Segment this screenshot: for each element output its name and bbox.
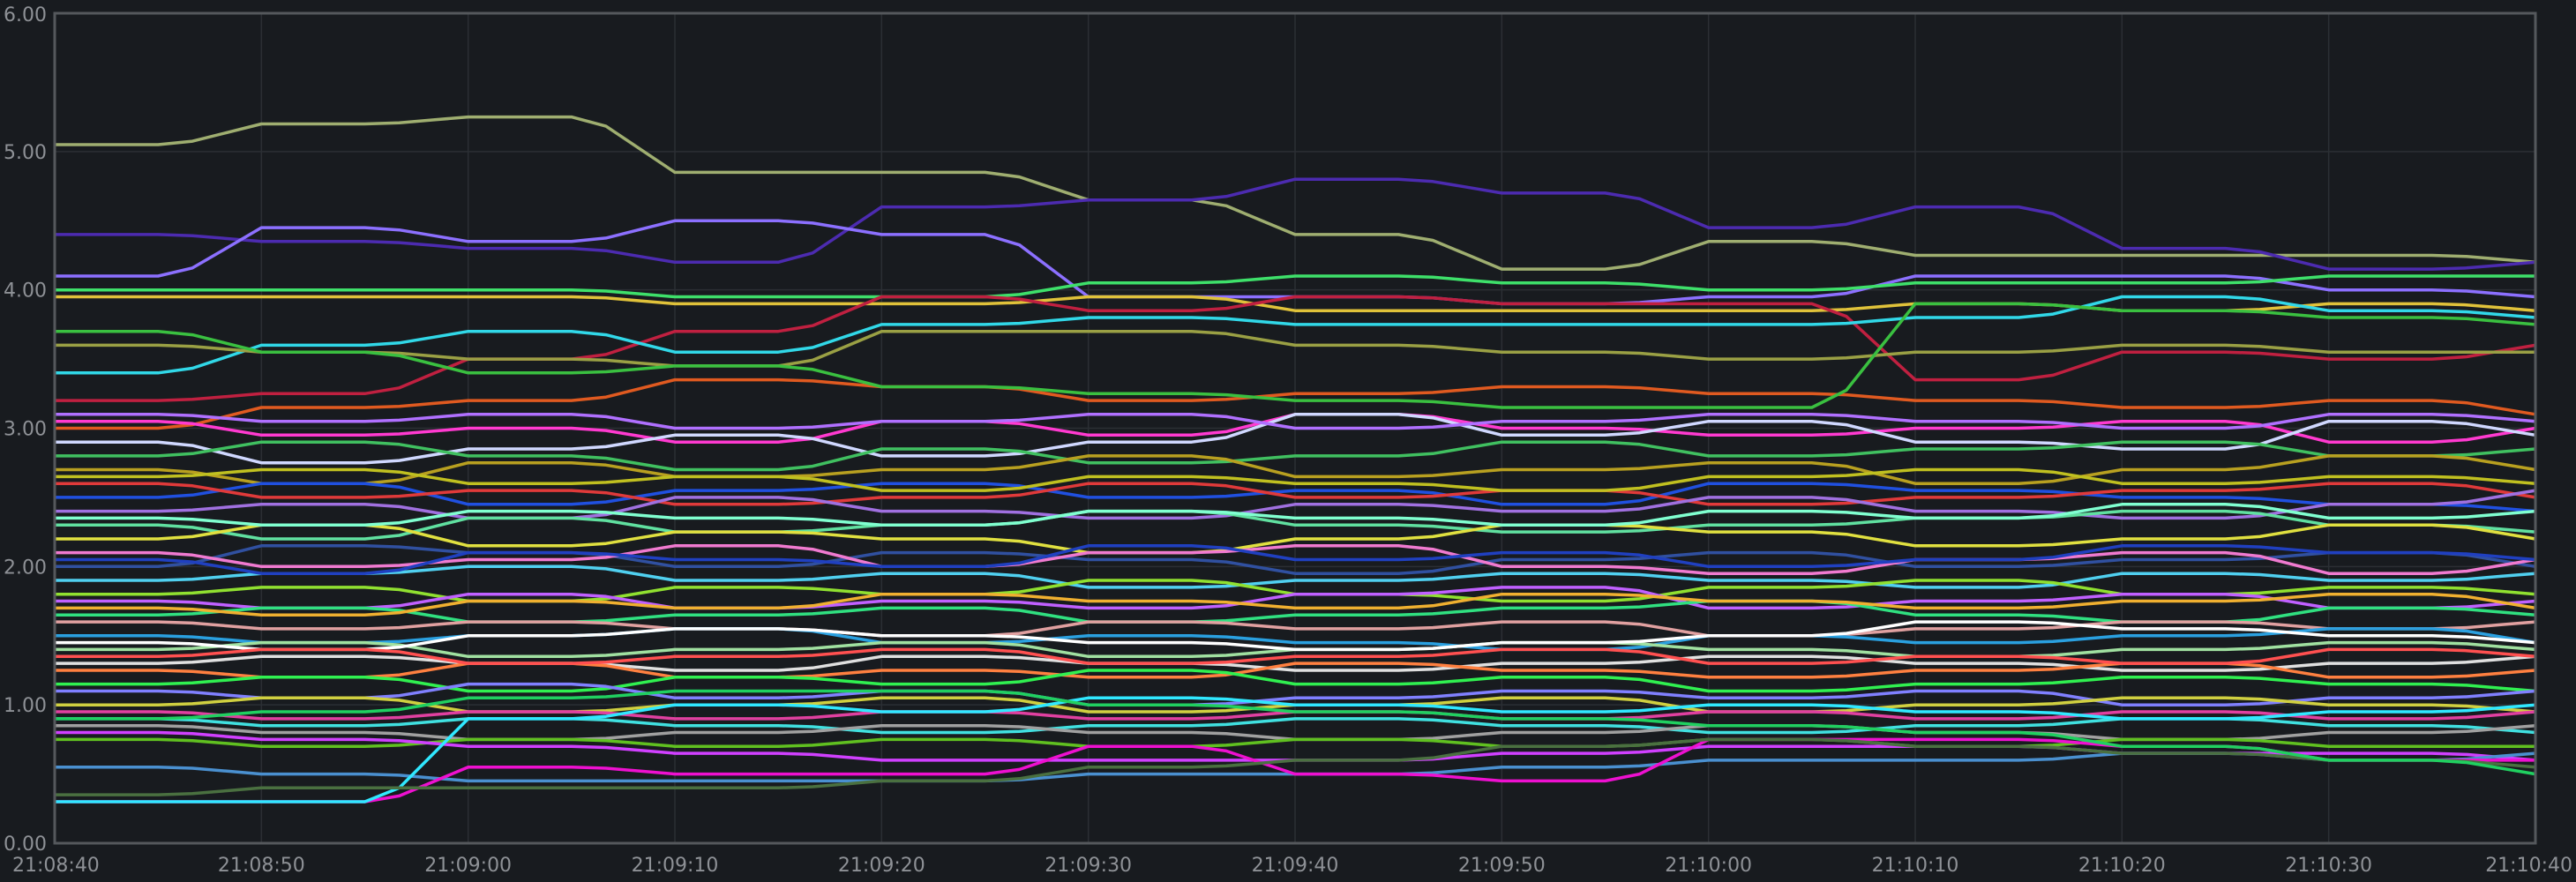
- x-tick-label: 21:09:40: [1252, 855, 1339, 877]
- series-line: [55, 544, 2536, 575]
- series-line: [55, 302, 2536, 409]
- series-line: [55, 467, 2536, 492]
- series-line: [55, 482, 2536, 513]
- x-tick-label: 21:10:30: [2285, 855, 2372, 877]
- series-line: [55, 564, 2536, 589]
- x-tick-label: 21:09:50: [1458, 855, 1546, 877]
- series-line: [55, 413, 2536, 430]
- series-line: [55, 620, 2536, 638]
- y-tick-label: 3.00: [4, 419, 47, 441]
- series-line: [55, 503, 2536, 527]
- x-tick-label: 21:10:20: [2078, 855, 2166, 877]
- x-tick-label: 21:08:50: [218, 855, 305, 877]
- series-line: [55, 647, 2536, 665]
- y-tick-label: 5.00: [4, 142, 47, 164]
- series-line: [55, 696, 2536, 804]
- series-line: [55, 592, 2536, 617]
- series-line: [55, 274, 2535, 299]
- x-tick-label: 21:09:30: [1045, 855, 1132, 877]
- series-line: [55, 586, 2536, 610]
- series-line: [55, 682, 2536, 706]
- y-tick-label: 2.00: [4, 557, 47, 579]
- series-line: [55, 737, 2535, 748]
- series-line: [55, 509, 2536, 541]
- series-line: [55, 454, 2536, 485]
- x-tick-label: 21:09:20: [838, 855, 925, 877]
- y-tick-label: 1.00: [4, 695, 47, 717]
- y-tick-label: 4.00: [4, 280, 47, 303]
- series-line: [55, 177, 2536, 271]
- series-line: [55, 329, 2535, 368]
- plot-border: [53, 11, 2537, 845]
- x-tick-label: 21:10:40: [2485, 855, 2572, 877]
- series-line: [55, 115, 2536, 271]
- x-tick-label: 21:09:00: [424, 855, 512, 877]
- x-tick-label: 21:09:10: [632, 855, 719, 877]
- x-axis-ticks: 21:08:40 21:08:50 21:09:00 21:09:10 21:09:20…: [12, 855, 2572, 877]
- series-line: [55, 620, 2536, 652]
- series-lines: [55, 115, 2536, 804]
- series-line: [55, 737, 2536, 796]
- x-tick-label: 21:10:00: [1665, 855, 1752, 877]
- series-line: [55, 523, 2536, 555]
- y-tick-label: 0.00: [4, 833, 47, 856]
- series-line: [55, 544, 2536, 575]
- series-line: [55, 482, 2536, 506]
- y-axis-ticks: 0.00 1.00 2.00 3.00 4.00 5.00 6.00: [4, 4, 47, 856]
- series-line: [55, 669, 2536, 693]
- series-line: [55, 413, 2536, 465]
- series-line: [55, 689, 2536, 776]
- series-line: [55, 440, 2536, 472]
- x-tick-label: 21:10:10: [1872, 855, 1959, 877]
- series-line: [55, 295, 2536, 375]
- y-tick-label: 6.00: [4, 4, 47, 26]
- series-line: [55, 377, 2536, 430]
- x-tick-label: 21:08:40: [12, 855, 100, 877]
